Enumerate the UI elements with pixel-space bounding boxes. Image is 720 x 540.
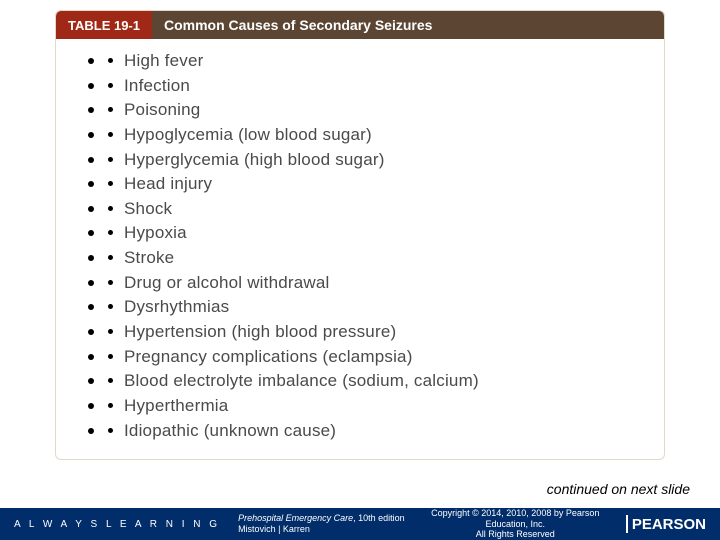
footer-bar: A L W A Y S L E A R N I N G Prehospital … <box>0 508 720 540</box>
table-content: High fever Infection Poisoning Hypoglyce… <box>56 39 664 459</box>
list-item: Blood electrolyte imbalance (sodium, cal… <box>106 369 644 394</box>
continued-note: continued on next slide <box>547 481 690 497</box>
table-label: TABLE 19-1 <box>56 11 152 39</box>
list-item: Hyperglycemia (high blood sugar) <box>106 148 644 173</box>
list-item: High fever <box>106 49 644 74</box>
causes-list: High fever Infection Poisoning Hypoglyce… <box>106 49 644 443</box>
list-item: Drug or alcohol withdrawal <box>106 271 644 296</box>
list-item: Head injury <box>106 172 644 197</box>
copyright-line2: All Rights Reserved <box>476 529 555 539</box>
table-header: TABLE 19-1 Common Causes of Secondary Se… <box>56 11 664 39</box>
table-box: TABLE 19-1 Common Causes of Secondary Se… <box>55 10 665 460</box>
book-info: Prehospital Emergency Care, 10th edition… <box>232 513 405 535</box>
always-learning-text: A L W A Y S L E A R N I N G <box>0 519 232 530</box>
list-item: Dysrhythmias <box>106 295 644 320</box>
list-item: Idiopathic (unknown cause) <box>106 419 644 444</box>
table-title: Common Causes of Secondary Seizures <box>152 11 664 39</box>
book-title: Prehospital Emergency Care <box>238 513 353 523</box>
copyright-block: Copyright © 2014, 2010, 2008 by Pearson … <box>405 508 626 540</box>
list-item: Pregnancy complications (eclampsia) <box>106 345 644 370</box>
list-item: Hypertension (high blood pressure) <box>106 320 644 345</box>
list-item: Shock <box>106 197 644 222</box>
copyright-line1: Copyright © 2014, 2010, 2008 by Pearson … <box>431 508 599 529</box>
pearson-brand: PEARSON <box>626 515 720 533</box>
pearson-bar-icon <box>626 515 628 533</box>
pearson-text: PEARSON <box>632 516 706 533</box>
list-item: Stroke <box>106 246 644 271</box>
slide-content: TABLE 19-1 Common Causes of Secondary Se… <box>0 0 720 505</box>
list-item: Hyperthermia <box>106 394 644 419</box>
list-item: Hypoxia <box>106 221 644 246</box>
list-item: Infection <box>106 74 644 99</box>
list-item: Hypoglycemia (low blood sugar) <box>106 123 644 148</box>
book-edition: , 10th edition <box>353 513 405 523</box>
list-item: Poisoning <box>106 98 644 123</box>
book-authors: Mistovich | Karren <box>238 524 310 534</box>
